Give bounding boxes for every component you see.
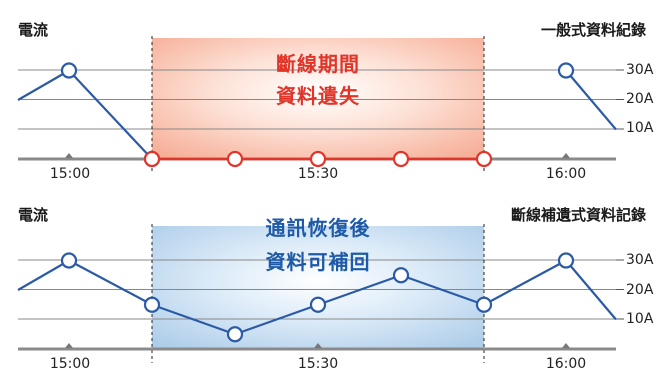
top-xtick-1530: 15:30 [297, 166, 339, 182]
bottom-gap-band [152, 226, 484, 349]
top-point-1520-lost [226, 150, 244, 168]
bottom-point-1510 [143, 296, 161, 313]
bottom-right-title: 斷線補遺式資料記錄 [510, 206, 646, 224]
top-xtick-1600: 16:00 [545, 166, 587, 182]
bottom-xtick-1500: 15:00 [49, 356, 91, 372]
bottom-xtick-1600: 16:00 [545, 356, 587, 372]
top-point-1510-lost [143, 150, 161, 168]
top-gap-caption-line2: 資料遺失 [276, 84, 360, 108]
top-point-1530-lost [309, 150, 327, 168]
top-xtick-mark-2 [562, 153, 570, 158]
bottom-point-1540 [392, 267, 410, 284]
top-gap-band [152, 38, 484, 159]
bottom-point-1550 [475, 296, 493, 313]
top-series-0-line [17, 69, 153, 160]
top-right-title: 一般式資料紀錄 [540, 21, 646, 39]
bottom-point-1500 [60, 252, 78, 269]
bottom-xtick-mark-2 [562, 343, 570, 348]
top-series-0-line [565, 69, 617, 131]
bottom-xtick-1530: 15:30 [297, 356, 339, 372]
bottom-xtick-mark-0 [65, 343, 73, 348]
top-point-1600 [557, 62, 575, 79]
top-point-1500 [60, 62, 78, 79]
top-xtick-mark-0 [65, 153, 73, 158]
bottom-ytick-10a: 10A [626, 311, 654, 327]
top-point-1550-lost [475, 150, 493, 168]
top-xtick-1500: 15:00 [49, 166, 91, 182]
bottom-gap-caption-line1: 通訊恢復後 [265, 216, 371, 240]
bottom-left-title: 電流 [18, 206, 49, 224]
top-point-1540-lost [392, 150, 410, 168]
bottom-ytick-20a: 20A [626, 282, 654, 298]
top-gap-caption-line1: 斷線期間 [276, 52, 360, 76]
top-ytick-20a: 20A [626, 91, 654, 107]
top-left-title: 電流 [18, 21, 49, 39]
bottom-point-1600 [557, 252, 575, 269]
bottom-point-1530 [309, 296, 327, 313]
bottom-gap-caption-line2: 資料可補回 [265, 250, 371, 274]
bottom-point-1520 [226, 326, 244, 343]
bottom-ytick-30a: 30A [626, 252, 654, 268]
top-ytick-10a: 10A [626, 120, 654, 136]
bottom-xtick-mark-1 [314, 343, 322, 348]
top-ytick-30a: 30A [626, 62, 654, 78]
